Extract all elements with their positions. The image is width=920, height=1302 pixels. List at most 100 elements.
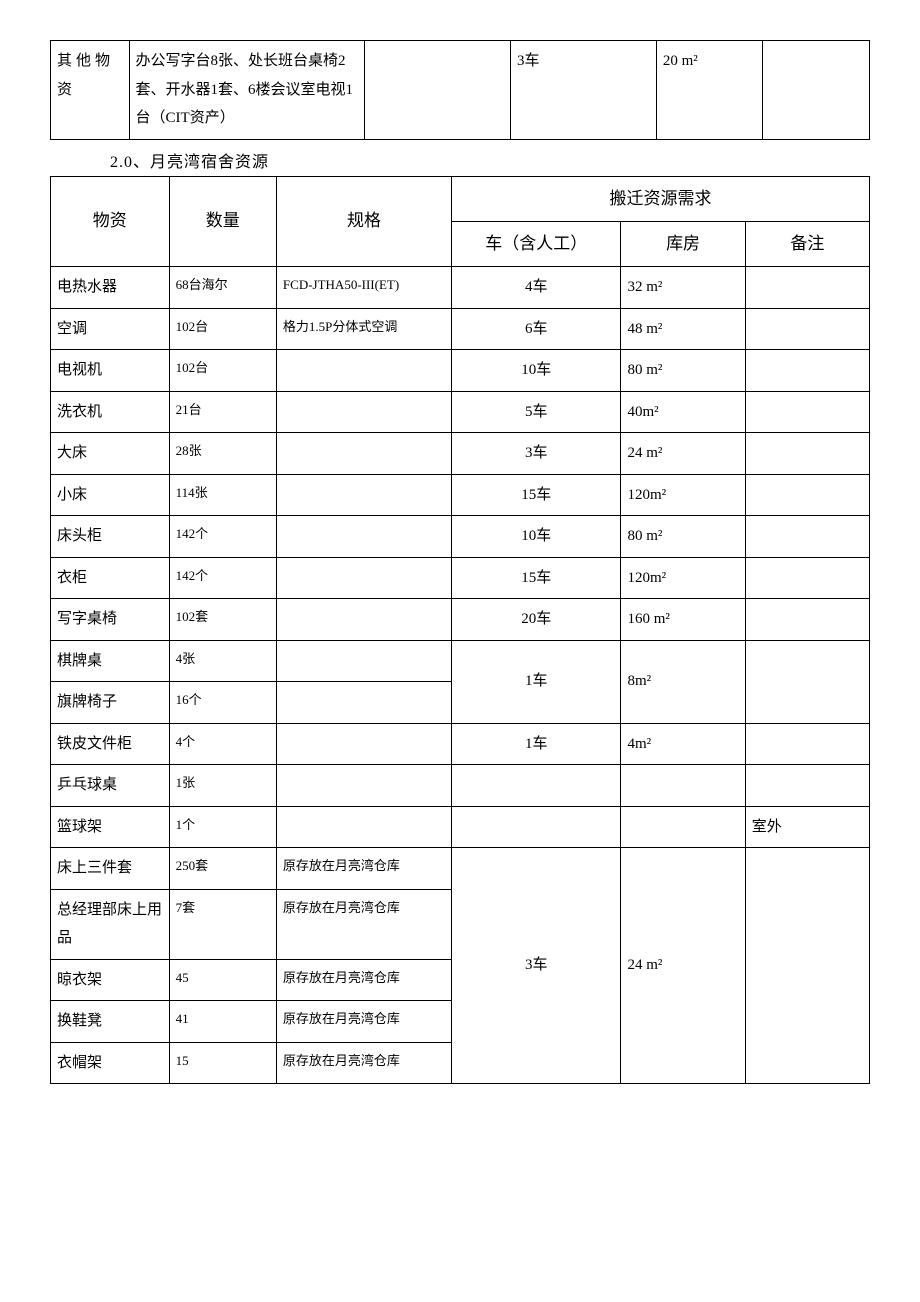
cell bbox=[276, 682, 451, 724]
cell: 15 bbox=[169, 1042, 276, 1084]
table-row: 大床 28张 3车 24 m² bbox=[51, 433, 870, 475]
cell-merged-vehicle: 3车 bbox=[452, 848, 621, 1084]
cell: 铁皮文件柜 bbox=[51, 723, 170, 765]
cell: 102台 bbox=[169, 350, 276, 392]
cell-merged-storage: 8m² bbox=[621, 640, 745, 723]
cell: 原存放在月亮湾仓库 bbox=[276, 848, 451, 890]
col-material: 物资 bbox=[51, 176, 170, 267]
cell bbox=[276, 516, 451, 558]
cell bbox=[276, 806, 451, 848]
cell: 20车 bbox=[452, 599, 621, 641]
cell-vehicle: 3车 bbox=[510, 41, 656, 140]
cell: 晾衣架 bbox=[51, 959, 170, 1001]
table-header-row: 物资 数量 规格 搬迁资源需求 bbox=[51, 176, 870, 221]
cell: 142个 bbox=[169, 557, 276, 599]
cell: 102套 bbox=[169, 599, 276, 641]
cell bbox=[276, 433, 451, 475]
cell bbox=[745, 723, 869, 765]
cell: 142个 bbox=[169, 516, 276, 558]
cell bbox=[745, 765, 869, 807]
cell bbox=[276, 640, 451, 682]
cell bbox=[745, 433, 869, 475]
cell bbox=[745, 308, 869, 350]
cell-category: 其他物资 bbox=[51, 41, 130, 140]
cell: 篮球架 bbox=[51, 806, 170, 848]
cell: 15车 bbox=[452, 557, 621, 599]
cell: 4个 bbox=[169, 723, 276, 765]
cell: 120m² bbox=[621, 474, 745, 516]
cell bbox=[621, 806, 745, 848]
cell bbox=[745, 267, 869, 309]
table-row: 电视机 102台 10车 80 m² bbox=[51, 350, 870, 392]
cell bbox=[745, 474, 869, 516]
cell bbox=[452, 765, 621, 807]
table-other-materials: 其他物资 办公写字台8张、处长班台桌椅2套、开水器1套、6楼会议室电视1台（CI… bbox=[50, 40, 870, 140]
cell-merged-vehicle: 1车 bbox=[452, 640, 621, 723]
cell: 28张 bbox=[169, 433, 276, 475]
col-resource: 搬迁资源需求 bbox=[452, 176, 870, 221]
cell: 4张 bbox=[169, 640, 276, 682]
table-row: 电热水器 68台海尔 FCD-JTHA50-III(ET) 4车 32 m² bbox=[51, 267, 870, 309]
cell bbox=[452, 806, 621, 848]
cell: 6车 bbox=[452, 308, 621, 350]
cell: 1张 bbox=[169, 765, 276, 807]
col-storage: 库房 bbox=[621, 221, 745, 266]
cell-merged-remark bbox=[745, 848, 869, 1084]
cell: 小床 bbox=[51, 474, 170, 516]
cell: 10车 bbox=[452, 350, 621, 392]
table-row: 空调 102台 格力1.5P分体式空调 6车 48 m² bbox=[51, 308, 870, 350]
cell: 16个 bbox=[169, 682, 276, 724]
cell bbox=[745, 557, 869, 599]
cell: 写字桌椅 bbox=[51, 599, 170, 641]
cell bbox=[276, 599, 451, 641]
cell: 102台 bbox=[169, 308, 276, 350]
cell bbox=[621, 765, 745, 807]
table-row: 床上三件套 250套 原存放在月亮湾仓库 3车 24 m² bbox=[51, 848, 870, 890]
cell: 21台 bbox=[169, 391, 276, 433]
cell: 原存放在月亮湾仓库 bbox=[276, 959, 451, 1001]
cell: 电视机 bbox=[51, 350, 170, 392]
cell bbox=[745, 516, 869, 558]
cell: 24 m² bbox=[621, 433, 745, 475]
table-moonbay-dorm: 物资 数量 规格 搬迁资源需求 车（含人工） 库房 备注 电热水器 68台海尔 … bbox=[50, 176, 870, 1085]
cell-empty bbox=[365, 41, 511, 140]
cell: 床头柜 bbox=[51, 516, 170, 558]
cell: 1车 bbox=[452, 723, 621, 765]
cell bbox=[745, 350, 869, 392]
cell: 250套 bbox=[169, 848, 276, 890]
cell: 160 m² bbox=[621, 599, 745, 641]
cell: 80 m² bbox=[621, 516, 745, 558]
table-row: 写字桌椅 102套 20车 160 m² bbox=[51, 599, 870, 641]
cell: 旗牌椅子 bbox=[51, 682, 170, 724]
cell: 1个 bbox=[169, 806, 276, 848]
cell: 原存放在月亮湾仓库 bbox=[276, 1042, 451, 1084]
cell: 5车 bbox=[452, 391, 621, 433]
cell bbox=[276, 474, 451, 516]
cell: 120m² bbox=[621, 557, 745, 599]
cell bbox=[276, 723, 451, 765]
cell-merged-storage: 24 m² bbox=[621, 848, 745, 1084]
table-row: 床头柜 142个 10车 80 m² bbox=[51, 516, 870, 558]
cell: 3车 bbox=[452, 433, 621, 475]
cell: 格力1.5P分体式空调 bbox=[276, 308, 451, 350]
cell: 68台海尔 bbox=[169, 267, 276, 309]
cell: 乒乓球桌 bbox=[51, 765, 170, 807]
col-spec: 规格 bbox=[276, 176, 451, 267]
table-row: 洗衣机 21台 5车 40m² bbox=[51, 391, 870, 433]
cell: 床上三件套 bbox=[51, 848, 170, 890]
cell bbox=[276, 391, 451, 433]
cell bbox=[745, 599, 869, 641]
cell: 80 m² bbox=[621, 350, 745, 392]
col-vehicle: 车（含人工） bbox=[452, 221, 621, 266]
cell: 4车 bbox=[452, 267, 621, 309]
cell: 32 m² bbox=[621, 267, 745, 309]
section-title: 2.0、月亮湾宿舍资源 bbox=[110, 148, 870, 172]
cell: 大床 bbox=[51, 433, 170, 475]
cell: 室外 bbox=[745, 806, 869, 848]
cell: 洗衣机 bbox=[51, 391, 170, 433]
cell: 7套 bbox=[169, 889, 276, 959]
cell bbox=[745, 391, 869, 433]
cell: 棋牌桌 bbox=[51, 640, 170, 682]
cell-merged-remark bbox=[745, 640, 869, 723]
col-remark: 备注 bbox=[745, 221, 869, 266]
